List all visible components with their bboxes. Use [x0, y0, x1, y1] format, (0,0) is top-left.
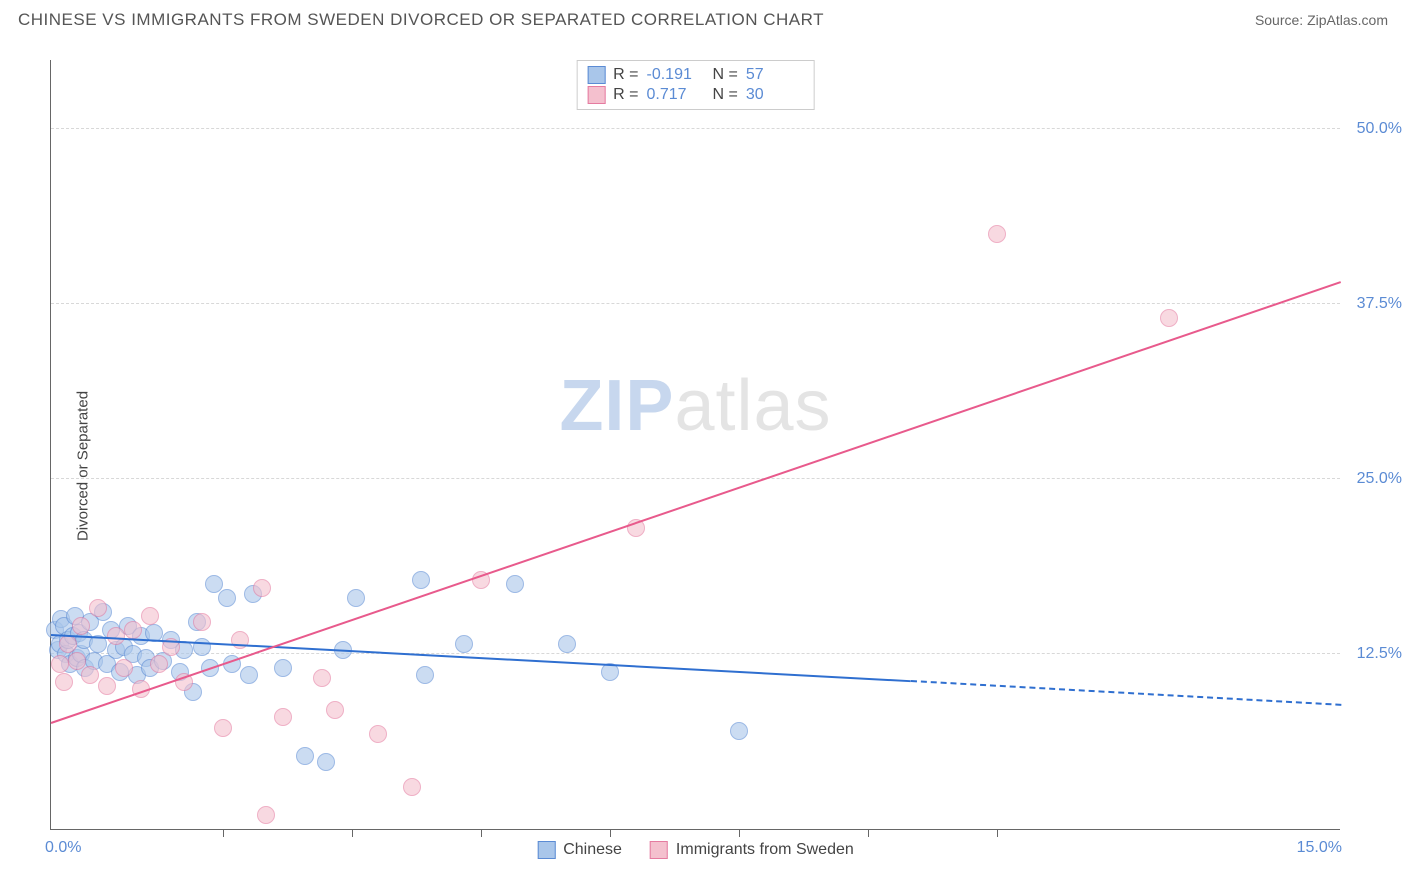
r-label: R = [613, 66, 638, 84]
gridline [51, 303, 1340, 304]
stats-row-chinese: R = -0.191 N = 57 [587, 65, 804, 85]
scatter-point-sweden [1160, 309, 1178, 327]
swatch-sweden [587, 86, 605, 104]
scatter-point-sweden [193, 613, 211, 631]
legend-item-sweden: Immigrants from Sweden [650, 841, 854, 859]
chart-container: Divorced or Separated ZIPatlas R =-0.191… [0, 40, 1406, 892]
source-name: ZipAtlas.com [1307, 12, 1388, 28]
x-tick [223, 829, 224, 837]
scatter-point-sweden [988, 225, 1006, 243]
scatter-point-chinese [506, 575, 524, 593]
scatter-point-sweden [403, 778, 421, 796]
scatter-point-sweden [115, 659, 133, 677]
scatter-point-sweden [72, 617, 90, 635]
gridline [51, 128, 1340, 129]
correlation-stats-legend: R = -0.191 N = 57 R = 0.717 N = 30 [576, 60, 815, 110]
x-tick [868, 829, 869, 837]
legend-label: Chinese [563, 841, 622, 859]
n-value: 57 [746, 66, 804, 84]
x-tick [481, 829, 482, 837]
x-tick-label: 0.0% [45, 839, 81, 857]
scatter-point-sweden [313, 669, 331, 687]
r-value: 0.717 [647, 86, 705, 104]
scatter-point-sweden [98, 677, 116, 695]
gridline [51, 653, 1340, 654]
n-value: 30 [746, 86, 804, 104]
scatter-point-sweden [141, 607, 159, 625]
y-tick-label: 12.5% [1347, 645, 1402, 663]
swatch-chinese [587, 66, 605, 84]
scatter-point-sweden [369, 725, 387, 743]
scatter-point-chinese [416, 666, 434, 684]
scatter-point-sweden [59, 635, 77, 653]
x-tick [739, 829, 740, 837]
legend-item-chinese: Chinese [537, 841, 622, 859]
scatter-point-chinese [274, 659, 292, 677]
scatter-point-sweden [124, 621, 142, 639]
r-label: R = [613, 86, 638, 104]
y-tick-label: 50.0% [1347, 120, 1402, 138]
scatter-point-sweden [274, 708, 292, 726]
trend-line [911, 680, 1341, 706]
gridline [51, 478, 1340, 479]
scatter-point-sweden [257, 806, 275, 824]
x-tick [352, 829, 353, 837]
source-label: Source: [1255, 12, 1303, 28]
scatter-point-chinese [218, 589, 236, 607]
y-tick-label: 37.5% [1347, 295, 1402, 313]
scatter-point-sweden [55, 673, 73, 691]
n-label: N = [713, 86, 738, 104]
watermark-part2: atlas [674, 366, 831, 446]
scatter-point-chinese [347, 589, 365, 607]
stats-row-sweden: R = 0.717 N = 30 [587, 85, 804, 105]
swatch-chinese [537, 841, 555, 859]
x-tick-label: 15.0% [1297, 839, 1342, 857]
scatter-point-chinese [296, 747, 314, 765]
series-legend: Chinese Immigrants from Sweden [537, 841, 854, 859]
plot-area: ZIPatlas R =-0.191N =57R =0.717N =30 Chi… [50, 60, 1340, 830]
scatter-point-sweden [326, 701, 344, 719]
scatter-point-chinese [240, 666, 258, 684]
watermark-part1: ZIP [559, 366, 674, 446]
scatter-point-sweden [51, 655, 69, 673]
scatter-point-sweden [150, 655, 168, 673]
scatter-point-chinese [455, 635, 473, 653]
scatter-point-sweden [107, 627, 125, 645]
scatter-point-sweden [89, 599, 107, 617]
scatter-point-chinese [730, 722, 748, 740]
swatch-sweden [650, 841, 668, 859]
scatter-point-chinese [193, 638, 211, 656]
scatter-point-sweden [81, 666, 99, 684]
n-label: N = [713, 66, 738, 84]
watermark: ZIPatlas [559, 365, 831, 447]
scatter-point-chinese [412, 571, 430, 589]
scatter-point-sweden [214, 719, 232, 737]
scatter-point-chinese [317, 753, 335, 771]
source-attribution: Source: ZipAtlas.com [1255, 12, 1388, 28]
y-tick-label: 25.0% [1347, 470, 1402, 488]
scatter-point-sweden [253, 579, 271, 597]
x-tick [610, 829, 611, 837]
scatter-point-chinese [558, 635, 576, 653]
chart-title: CHINESE VS IMMIGRANTS FROM SWEDEN DIVORC… [18, 10, 824, 30]
r-value: -0.191 [647, 66, 705, 84]
trend-line [51, 281, 1342, 724]
legend-label: Immigrants from Sweden [676, 841, 854, 859]
x-tick [997, 829, 998, 837]
